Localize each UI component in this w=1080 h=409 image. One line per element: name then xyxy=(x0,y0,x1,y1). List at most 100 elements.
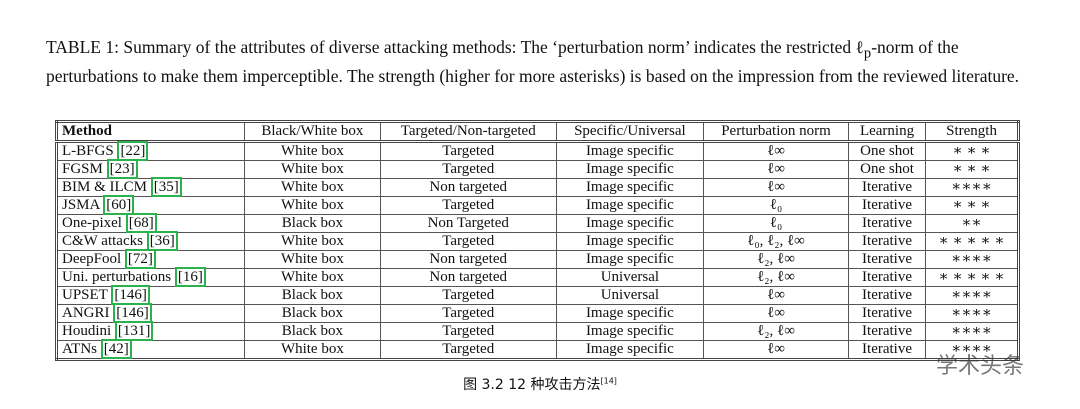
table-cell: Universal xyxy=(555,286,705,305)
table-cell: Black box xyxy=(244,286,381,305)
table-row: BIM & ILCM [35] White box Non targeted Imag… xyxy=(55,177,1019,197)
table-cell: ∗ ∗ ∗ ∗ ∗ xyxy=(925,232,1019,251)
method-cell: One-pixel [68] xyxy=(55,213,246,233)
table-cell: Non Targeted xyxy=(379,214,557,233)
table-cell: Targeted xyxy=(379,322,557,341)
method-name: ATNs xyxy=(62,341,98,357)
table-cell: One shot xyxy=(847,160,927,179)
table-cell: Iterative xyxy=(847,178,927,197)
method-name: JSMA xyxy=(62,197,100,213)
table-cell: ℓ₀ xyxy=(703,214,849,233)
table-cell: Image specific xyxy=(555,250,705,269)
table-row: C&W attacks [36] White box Targeted Image s… xyxy=(55,231,1019,251)
table-cell: Targeted xyxy=(379,196,557,215)
table-cell: Non targeted xyxy=(379,250,557,269)
table-cell: White box xyxy=(244,141,381,161)
table-cell: Targeted xyxy=(379,141,557,161)
reference: [72] xyxy=(124,249,156,269)
table-cell: ℓ₂, ℓ∞ xyxy=(703,268,849,287)
table-cell: Non targeted xyxy=(379,178,557,197)
table-cell: ℓ∞ xyxy=(703,340,849,360)
column-header: Method xyxy=(55,121,246,143)
table-cell: ∗∗∗∗ xyxy=(925,322,1019,341)
method-name: C&W attacks xyxy=(62,233,143,249)
figure-caption-ref: [14] xyxy=(600,376,617,386)
method-cell: L-BFGS [22] xyxy=(55,141,246,161)
table-cell: One shot xyxy=(847,141,927,161)
watermark: 学术头条 xyxy=(936,354,1025,379)
figure-caption: 图 3.2 12 种攻击方法[14] xyxy=(0,374,1080,394)
reference: [23] xyxy=(106,159,138,179)
table-cell: ℓ∞ xyxy=(703,286,849,305)
reference: [22] xyxy=(117,141,149,161)
table-cell: Image specific xyxy=(555,340,705,360)
table-cell: White box xyxy=(244,250,381,269)
table-cell: ∗∗∗∗ xyxy=(925,250,1019,269)
reference: [16] xyxy=(174,267,206,287)
table-cell: Iterative xyxy=(847,232,927,251)
column-header: Specific/Universal xyxy=(555,121,705,143)
method-cell: DeepFool [72] xyxy=(55,249,246,269)
table-cell: Image specific xyxy=(555,232,705,251)
table-row: DeepFool [72] White box Non targeted Image … xyxy=(55,249,1019,269)
table-cell: ∗∗∗∗ xyxy=(925,340,1019,360)
column-header: Strength xyxy=(925,121,1019,143)
table-cell: ∗ ∗ ∗ xyxy=(925,141,1019,161)
table-cell: Iterative xyxy=(847,322,927,341)
table-caption: TABLE 1: Summary of the attributes of di… xyxy=(46,36,1036,87)
method-name: ANGRI xyxy=(62,305,110,321)
table-cell: Iterative xyxy=(847,286,927,305)
table-cell: Iterative xyxy=(847,304,927,323)
method-name: BIM & ILCM xyxy=(62,179,148,195)
reference: [68] xyxy=(125,213,157,233)
table-cell: Iterative xyxy=(847,250,927,269)
table-cell: ℓ₀, ℓ₂, ℓ∞ xyxy=(703,232,849,251)
table-cell: Targeted xyxy=(379,340,557,360)
table-cell: ∗ ∗ ∗ xyxy=(925,160,1019,179)
method-cell: Uni. perturbations [16] xyxy=(55,267,246,287)
table-cell: Iterative xyxy=(847,340,927,360)
table-cell: ℓ₀ xyxy=(703,196,849,215)
table-cell: White box xyxy=(244,268,381,287)
table-cell: ℓ∞ xyxy=(703,304,849,323)
table-cell: White box xyxy=(244,340,381,360)
table-cell: Targeted xyxy=(379,232,557,251)
table-cell: Targeted xyxy=(379,304,557,323)
table-row: Houdini [131] Black box Targeted Image spec… xyxy=(55,321,1019,341)
method-name: UPSET xyxy=(62,287,108,303)
header-row: Method Black/White box Targeted/Non-target… xyxy=(55,121,1019,143)
table-cell: Targeted xyxy=(379,286,557,305)
table-row: One-pixel [68] Black box Non Targeted Image… xyxy=(55,213,1019,233)
table-body: L-BFGS [22] White box Targeted Image specif… xyxy=(55,141,1019,360)
method-cell: ATNs [42] xyxy=(55,339,246,360)
table-cell: Image specific xyxy=(555,160,705,179)
method-name: Houdini xyxy=(62,323,112,339)
column-header: Perturbation norm xyxy=(703,121,849,143)
table-cell: White box xyxy=(244,160,381,179)
table-cell: ℓ∞ xyxy=(703,160,849,179)
table-row: ANGRI [146] Black box Targeted Image specif… xyxy=(55,303,1019,323)
table-cell: Non targeted xyxy=(379,268,557,287)
table-cell: Black box xyxy=(244,214,381,233)
table-cell: ∗∗∗∗ xyxy=(925,304,1019,323)
table-cell: Image specific xyxy=(555,304,705,323)
table-cell: ℓ₂, ℓ∞ xyxy=(703,322,849,341)
method-name: FGSM xyxy=(62,161,103,177)
table-row: Uni. perturbations [16] White box Non targ… xyxy=(55,267,1019,287)
table-cell: ℓ∞ xyxy=(703,141,849,161)
reference: [60] xyxy=(103,195,135,215)
table-cell: ∗ ∗ ∗ ∗ ∗ xyxy=(925,268,1019,287)
table-row: FGSM [23] White box Targeted Image specific… xyxy=(55,159,1019,179)
method-name: DeepFool xyxy=(62,251,122,267)
column-header: Targeted/Non-targeted xyxy=(379,121,557,143)
method-cell: FGSM [23] xyxy=(55,159,246,179)
table-cell: Iterative xyxy=(847,214,927,233)
reference: [42] xyxy=(100,339,132,359)
attack-table: Method Black/White box Targeted/Non-target… xyxy=(55,120,1020,361)
table-cell: Iterative xyxy=(847,268,927,287)
table-cell: Black box xyxy=(244,304,381,323)
method-cell: UPSET [146] xyxy=(55,285,246,305)
table-cell: Black box xyxy=(244,322,381,341)
table-cell: ∗∗∗∗ xyxy=(925,178,1019,197)
